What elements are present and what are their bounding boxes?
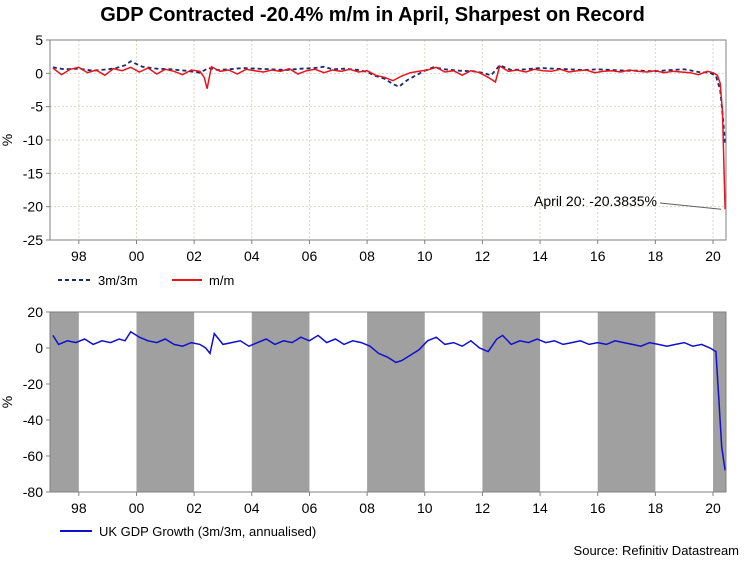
y-tick-label: 0	[35, 340, 43, 356]
legend-label-3m: 3m/3m	[98, 273, 138, 288]
x-tick-label: 18	[648, 500, 664, 516]
y-tick-label: 20	[27, 304, 43, 320]
shaded-period-5	[597, 312, 656, 492]
y-tick-label: -15	[23, 165, 43, 181]
annotation-label: April 20: -20.3835%	[534, 193, 657, 209]
series-line-uk-gdp-growth-3m-3m-annualised-	[52, 330, 726, 471]
source-note: Source: Refinitiv Datastream	[573, 543, 739, 558]
bottom-y-axis: 20 0 -20 -40 -60 -80	[23, 304, 50, 500]
x-tick-label: 00	[129, 500, 145, 516]
x-tick-label: 12	[475, 500, 491, 516]
series-line-m-m	[52, 64, 726, 210]
x-tick-label: 00	[129, 248, 145, 264]
top-panel: 5 0 -5 -10 -15 -20 -25 98 00 02 04 06 08 10 12 14 16 18 2…	[0, 32, 727, 264]
y-tick-label: -10	[23, 132, 43, 148]
top-series-lines	[52, 60, 726, 210]
shaded-period-3	[367, 312, 425, 492]
x-tick-label: 02	[186, 248, 202, 264]
top-y-axis: 5 0 -5 -10 -15 -20 -25	[23, 32, 50, 248]
top-x-axis: 98 00 02 04 06 08 10 12 14 16 18 20	[71, 240, 721, 264]
shaded-period-4	[482, 312, 541, 492]
chart-title: GDP Contracted -20.4% m/m in April, Shar…	[100, 4, 645, 26]
x-tick-label: 98	[71, 248, 87, 264]
legend-label-mm: m/m	[209, 273, 234, 288]
y-tick-label: 0	[35, 65, 43, 81]
x-tick-label: 02	[186, 500, 202, 516]
x-tick-label: 20	[705, 500, 721, 516]
shaded-period-1	[136, 312, 195, 492]
x-tick-label: 16	[590, 248, 606, 264]
bottom-shaded-periods	[50, 312, 726, 492]
x-tick-label: 12	[475, 248, 491, 264]
x-tick-label: 10	[417, 500, 433, 516]
bottom-series-lines	[52, 330, 726, 471]
x-tick-label: 14	[532, 248, 548, 264]
top-y-axis-label: %	[0, 134, 15, 146]
y-tick-label: -20	[23, 376, 43, 392]
y-tick-label: -20	[23, 199, 43, 215]
x-tick-label: 08	[359, 500, 375, 516]
bottom-legend: UK GDP Growth (3m/3m, annualised)	[60, 524, 316, 539]
x-tick-label: 16	[590, 500, 606, 516]
x-tick-label: 04	[244, 248, 260, 264]
bottom-x-axis: 98 00 02 04 06 08 10 12 14 16 18 20	[71, 492, 721, 516]
y-tick-label: 5	[35, 32, 43, 48]
y-tick-label: -60	[23, 448, 43, 464]
y-tick-label: -25	[23, 232, 43, 248]
x-tick-label: 14	[532, 500, 548, 516]
x-tick-label: 08	[359, 248, 375, 264]
shaded-period-2	[251, 312, 310, 492]
x-tick-label: 06	[302, 248, 318, 264]
bottom-plot-frame	[49, 311, 727, 493]
x-tick-label: 98	[71, 500, 87, 516]
bottom-y-axis-label: %	[0, 396, 15, 408]
bottom-panel: 20 0 -20 -40 -60 -80 98 00 02 04 06 08 10 12 14 16 18 20…	[0, 304, 727, 516]
x-tick-label: 10	[417, 248, 433, 264]
top-legend: 3m/3m m/m	[58, 273, 234, 288]
y-tick-label: -5	[31, 99, 44, 115]
y-tick-label: -80	[23, 484, 43, 500]
x-tick-label: 04	[244, 500, 260, 516]
y-tick-label: -40	[23, 412, 43, 428]
legend-label-growth: UK GDP Growth (3m/3m, annualised)	[99, 524, 316, 539]
x-tick-label: 20	[705, 248, 721, 264]
x-tick-label: 06	[302, 500, 318, 516]
x-tick-label: 18	[648, 248, 664, 264]
annotation-leader-line	[659, 202, 722, 210]
series-line-3m-3m	[52, 60, 726, 143]
